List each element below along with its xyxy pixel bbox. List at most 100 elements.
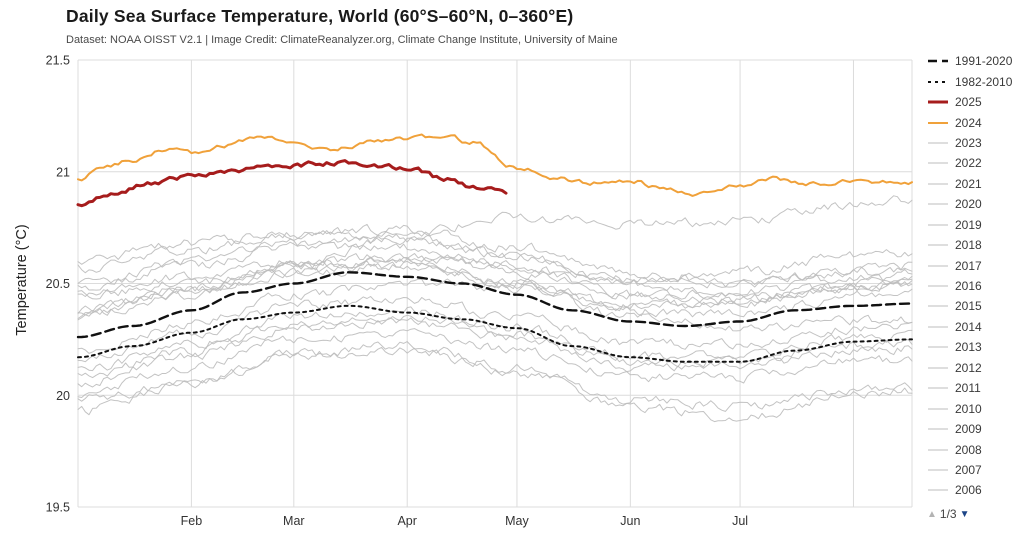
y-tick-label: 20 — [56, 389, 70, 403]
series-line-2018 — [77, 260, 913, 321]
legend-item-2007[interactable]: 2007 — [927, 460, 1024, 480]
series-line-2014 — [77, 274, 913, 354]
series-line-1982-2010 — [77, 304, 913, 363]
x-tick-label: Jun — [620, 514, 640, 528]
legend-item-label: 2007 — [955, 462, 982, 477]
legend-swatch-icon — [928, 183, 948, 185]
series-line-2012 — [77, 328, 913, 398]
y-tick-label: 21 — [56, 165, 70, 179]
legend-item-1991-2020[interactable]: 1991-2020 — [927, 51, 1024, 71]
legend-item-label: 2010 — [955, 401, 982, 416]
legend-item-2008[interactable]: 2008 — [927, 439, 1024, 459]
y-tick-label: 19.5 — [46, 501, 70, 515]
legend-swatch-icon — [928, 285, 948, 287]
legend-item-label: 2023 — [955, 135, 982, 150]
series-line-2023 — [77, 195, 913, 300]
series-line-2013 — [77, 296, 913, 363]
legend-item-label: 2011 — [955, 381, 981, 396]
legend-item-label: 2025 — [955, 95, 982, 110]
legend-swatch-icon — [928, 60, 948, 63]
legend-item-label: 2009 — [955, 422, 982, 437]
series-line-2024 — [77, 133, 913, 197]
legend-item-label: 2015 — [955, 299, 982, 314]
series-line-2008 — [77, 346, 913, 423]
series-line-1991-2020 — [76, 271, 914, 339]
x-tick-label: Jul — [732, 514, 748, 528]
legend-item-label: 2013 — [955, 340, 982, 355]
pager-label: 1/3 — [939, 507, 957, 521]
legend-item-2018[interactable]: 2018 — [927, 235, 1024, 255]
legend-swatch-icon — [928, 244, 948, 246]
chart-subtitle: Dataset: NOAA OISST V2.1 | Image Credit:… — [66, 34, 618, 46]
legend-pager: ▲ 1/3 ▼ — [927, 507, 970, 521]
legend-swatch-icon — [928, 265, 948, 267]
legend-item-label: 2006 — [955, 483, 982, 498]
legend-swatch-icon — [928, 100, 948, 104]
legend-item-label: 2017 — [955, 258, 982, 273]
legend-item-label: 2008 — [955, 442, 982, 457]
pager-up-icon[interactable]: ▲ — [927, 508, 937, 520]
x-tick-label: Feb — [181, 514, 203, 528]
legend-swatch-icon — [928, 367, 948, 369]
legend-item-1982-2010[interactable]: 1982-2010 — [927, 71, 1024, 91]
pager-down-icon[interactable]: ▼ — [959, 508, 970, 520]
legend-item-2009[interactable]: 2009 — [927, 419, 1024, 439]
legend-swatch-icon — [928, 449, 948, 451]
legend-item-2006[interactable]: 2006 — [927, 480, 1024, 500]
legend-swatch-icon — [928, 428, 948, 430]
legend-swatch-icon — [928, 489, 948, 491]
legend-item-label: 2020 — [955, 197, 982, 212]
legend-item-2020[interactable]: 2020 — [927, 194, 1024, 214]
legend-swatch-icon — [928, 387, 948, 389]
legend-item-2013[interactable]: 2013 — [927, 337, 1024, 357]
series-line-2010 — [77, 255, 913, 332]
chart-title: Daily Sea Surface Temperature, World (60… — [66, 6, 574, 26]
legend-item-2023[interactable]: 2023 — [927, 133, 1024, 153]
series-line-2009 — [77, 314, 913, 379]
legend-item-2015[interactable]: 2015 — [927, 296, 1024, 316]
series-line-2007 — [77, 317, 913, 388]
legend-item-2021[interactable]: 2021 — [927, 174, 1024, 194]
legend-item-2016[interactable]: 2016 — [927, 276, 1024, 296]
legend-swatch-icon — [928, 121, 948, 124]
series-line-2006 — [77, 306, 913, 372]
legend: 1991-2020 1982-2010 2025 2024 2023 2022 2021 20… — [927, 51, 1024, 501]
legend-item-2014[interactable]: 2014 — [927, 317, 1024, 337]
legend-item-label: 2019 — [955, 217, 982, 232]
legend-item-label: 2014 — [955, 319, 982, 334]
legend-item-2022[interactable]: 2022 — [927, 153, 1024, 173]
x-tick-label: Mar — [283, 514, 305, 528]
legend-swatch-icon — [928, 305, 948, 307]
legend-swatch-icon — [928, 346, 948, 348]
x-tick-label: Apr — [397, 514, 416, 528]
legend-item-2019[interactable]: 2019 — [927, 215, 1024, 235]
legend-item-2017[interactable]: 2017 — [927, 255, 1024, 275]
legend-item-label: 2016 — [955, 279, 982, 294]
legend-item-label: 2024 — [955, 115, 982, 130]
legend-item-2024[interactable]: 2024 — [927, 112, 1024, 132]
legend-item-label: 2018 — [955, 238, 982, 253]
legend-swatch-icon — [928, 162, 948, 164]
legend-swatch-icon — [928, 224, 948, 226]
legend-item-label: 1982-2010 — [955, 74, 1013, 89]
legend-item-2025[interactable]: 2025 — [927, 92, 1024, 112]
series-line-2025 — [76, 159, 508, 208]
legend-item-label: 2021 — [955, 176, 982, 191]
legend-swatch-icon — [928, 80, 948, 83]
legend-swatch-icon — [928, 326, 948, 328]
legend-item-label: 2022 — [955, 156, 982, 171]
series-line-2022 — [77, 253, 913, 301]
legend-item-2012[interactable]: 2012 — [927, 358, 1024, 378]
legend-item-label: 1991-2020 — [955, 54, 1013, 69]
x-tick-label: May — [505, 514, 529, 528]
y-tick-label: 21.5 — [46, 54, 70, 68]
legend-item-2011[interactable]: 2011 — [927, 378, 1024, 398]
legend-swatch-icon — [928, 203, 948, 205]
legend-swatch-icon — [928, 408, 948, 410]
y-tick-label: 20.5 — [46, 277, 70, 291]
series-line-2019 — [77, 236, 913, 289]
legend-item-2010[interactable]: 2010 — [927, 398, 1024, 418]
legend-swatch-icon — [928, 469, 948, 471]
